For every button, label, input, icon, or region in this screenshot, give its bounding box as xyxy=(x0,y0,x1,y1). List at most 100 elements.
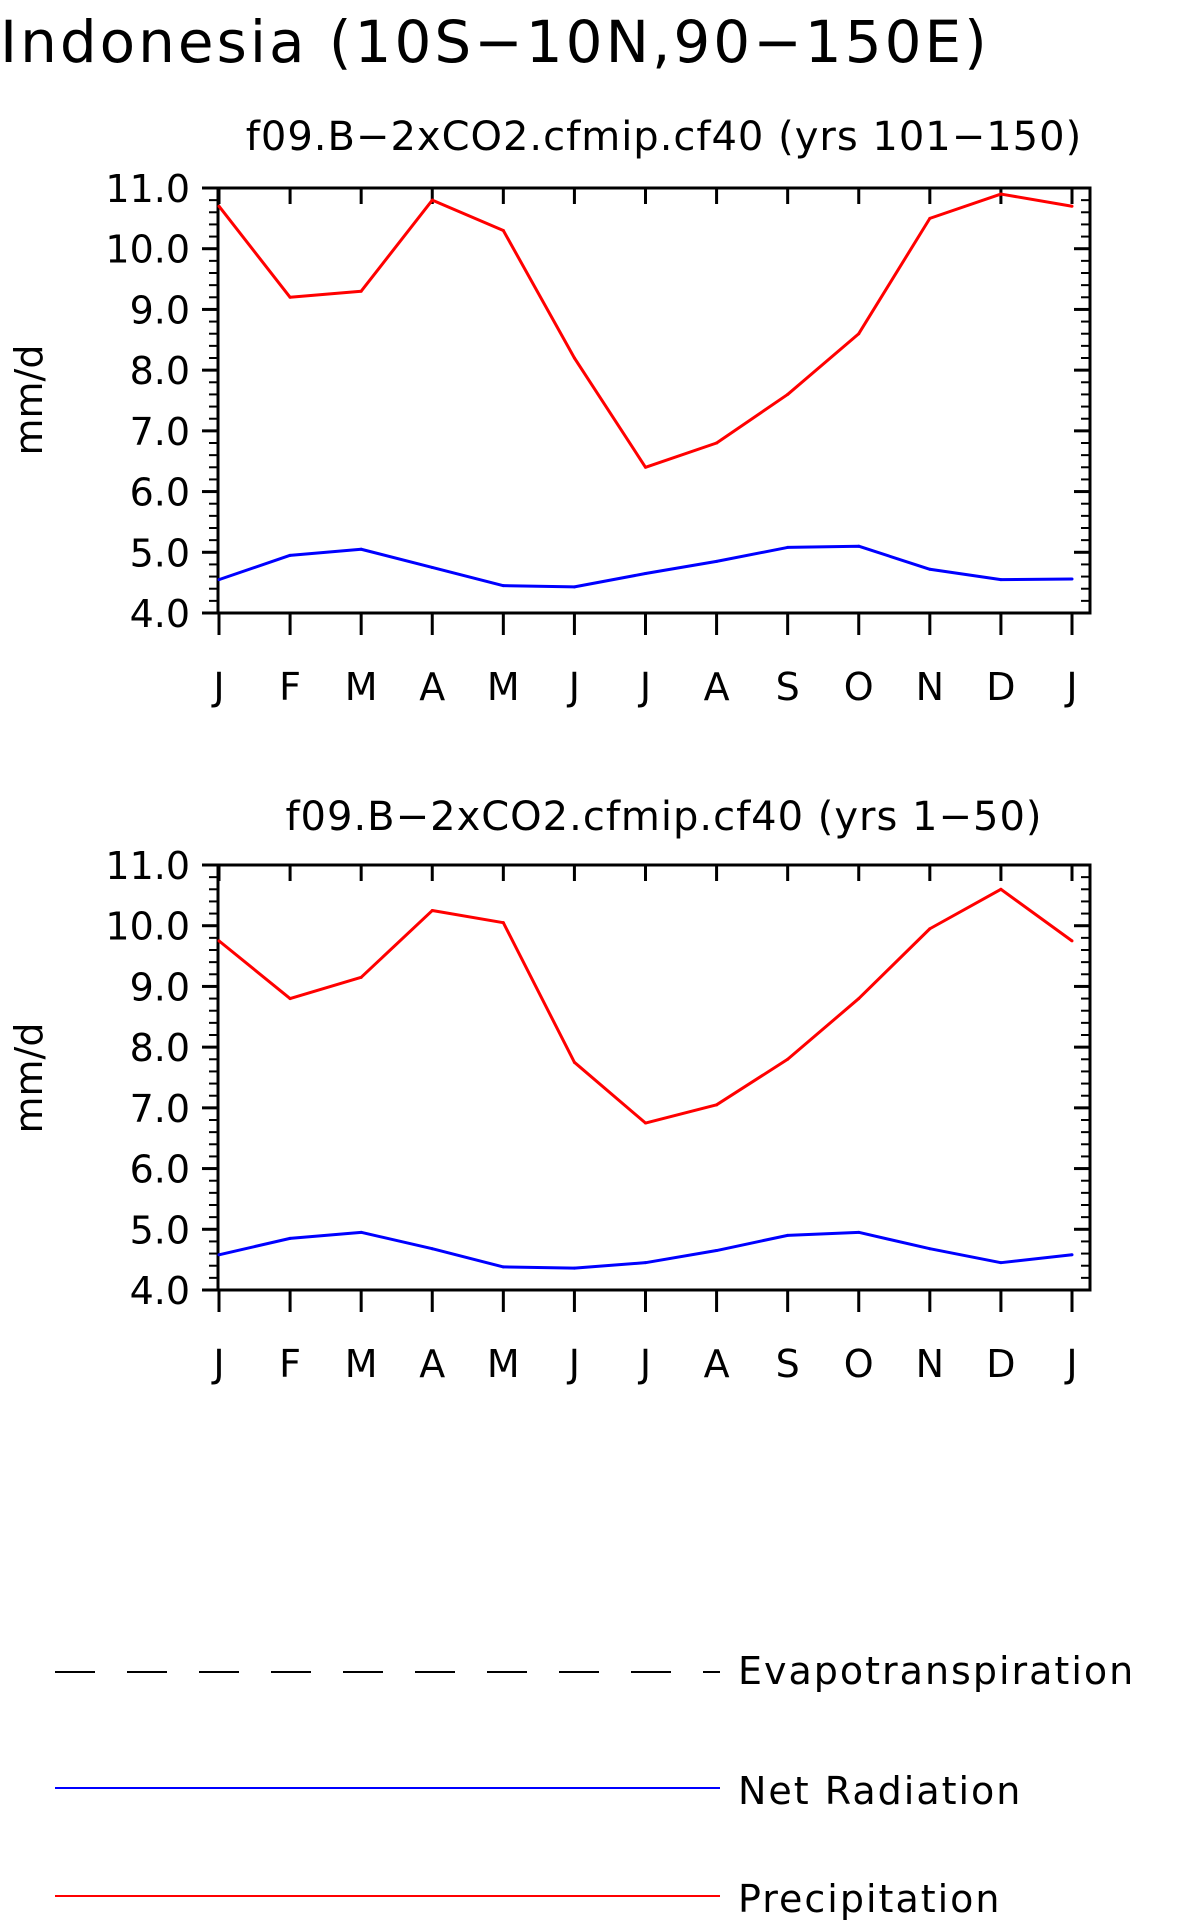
data-point-net-radiation xyxy=(1070,1253,1074,1257)
series-line-precipitation xyxy=(217,192,1073,469)
data-point-net-radiation xyxy=(786,1233,790,1237)
data-point-precipitation xyxy=(501,229,505,232)
y-tick-label: 10.0 xyxy=(105,905,190,949)
data-point-precipitation xyxy=(786,392,790,396)
data-point-net-radiation xyxy=(1070,577,1074,581)
y-tick-label: 8.0 xyxy=(130,1026,190,1070)
data-point-precipitation xyxy=(644,465,647,469)
data-point-precipitation xyxy=(1070,204,1074,208)
x-tick-label: A xyxy=(704,665,730,709)
x-tick-label: A xyxy=(704,1342,730,1386)
x-tick-label: J xyxy=(567,1342,580,1386)
chart-panel-yrs-101-150: f09.B−2xCO2.cfmip.cf40 (yrs 101−150) mm/d… xyxy=(7,114,1092,709)
data-point-precipitation xyxy=(572,1060,576,1064)
data-point-net-radiation xyxy=(999,578,1003,582)
data-point-precipitation xyxy=(715,441,719,445)
series-line-precipitation xyxy=(218,887,1073,1125)
y-axis-label: mm/d xyxy=(7,345,51,456)
x-tick-label: D xyxy=(986,665,1015,709)
data-point-net-radiation xyxy=(359,1230,363,1234)
data-point-precipitation xyxy=(715,1103,719,1107)
x-tick-label: A xyxy=(419,1342,445,1386)
x-tick-label: F xyxy=(279,665,301,709)
y-tick-label: 7.0 xyxy=(130,410,190,454)
data-point-precipitation xyxy=(786,1057,790,1061)
y-tick-label: 8.0 xyxy=(130,349,190,393)
data-point-net-radiation xyxy=(572,585,576,589)
legend-label-evapotranspiration: Evapotranspiration xyxy=(738,1649,1135,1693)
data-point-net-radiation xyxy=(430,565,434,569)
plot-frame xyxy=(216,863,1092,1292)
data-point-precipitation xyxy=(644,1121,647,1125)
data-point-precipitation xyxy=(1070,939,1074,943)
panel-title: f09.B−2xCO2.cfmip.cf40 (yrs 101−150) xyxy=(246,114,1082,160)
y-tick-label: 6.0 xyxy=(130,1148,190,1192)
x-tick-label: S xyxy=(776,665,800,709)
legend: Evapotranspiration Net Radiation Precipi… xyxy=(55,1649,1135,1921)
legend-label-net-radiation: Net Radiation xyxy=(738,1769,1022,1813)
y-tick-label: 11.0 xyxy=(105,844,190,888)
data-point-precipitation xyxy=(928,927,932,931)
x-tick-label: M xyxy=(487,665,520,709)
data-point-net-radiation xyxy=(644,572,647,576)
data-point-precipitation xyxy=(857,332,861,336)
data-point-precipitation xyxy=(430,198,434,202)
data-point-precipitation xyxy=(572,356,576,360)
y-tick-label: 11.0 xyxy=(105,167,190,211)
data-point-net-radiation xyxy=(786,545,790,549)
x-tick-label: A xyxy=(419,665,445,709)
data-point-net-radiation xyxy=(288,553,292,557)
y-tick-label: 10.0 xyxy=(105,228,190,272)
x-tick-label: J xyxy=(211,1342,224,1386)
data-point-net-radiation xyxy=(999,1261,1003,1265)
data-point-precipitation xyxy=(928,216,932,220)
data-point-net-radiation xyxy=(288,1236,292,1240)
series-line-net-radiation xyxy=(218,544,1073,589)
data-point-net-radiation xyxy=(572,1266,576,1270)
data-point-precipitation xyxy=(217,939,221,943)
y-tick-label: 5.0 xyxy=(130,531,190,575)
data-point-net-radiation xyxy=(501,1265,505,1269)
x-tick-label: J xyxy=(638,1342,651,1386)
figure-title: Indonesia (10S−10N,90−150E) xyxy=(0,8,990,76)
chart-panel-yrs-1-50: f09.B−2xCO2.cfmip.cf40 (yrs 1−50) mm/d 4.0… xyxy=(7,794,1092,1386)
data-point-net-radiation xyxy=(501,584,505,588)
data-point-net-radiation xyxy=(430,1247,434,1251)
y-tick-label: 4.0 xyxy=(130,1269,190,1313)
x-tick-label: M xyxy=(345,665,378,709)
x-tick-label: N xyxy=(916,665,944,709)
x-tick-label: O xyxy=(844,1342,874,1386)
legend-label-precipitation: Precipitation xyxy=(738,1877,1002,1921)
data-point-precipitation xyxy=(217,204,221,208)
x-tick-label: J xyxy=(638,665,651,709)
y-tick-label: 9.0 xyxy=(130,288,190,332)
data-point-net-radiation xyxy=(715,559,719,563)
data-point-precipitation xyxy=(999,192,1003,196)
data-point-precipitation xyxy=(288,997,292,1001)
data-point-precipitation xyxy=(999,887,1003,891)
data-point-precipitation xyxy=(288,295,292,299)
x-tick-label: F xyxy=(279,1342,301,1386)
y-tick-label: 6.0 xyxy=(130,471,190,515)
x-tick-label: J xyxy=(567,665,580,709)
data-point-net-radiation xyxy=(644,1261,647,1265)
x-tick-label: S xyxy=(776,1342,800,1386)
data-point-net-radiation xyxy=(928,1247,932,1251)
x-tick-label: M xyxy=(345,1342,378,1386)
x-tick-label: M xyxy=(487,1342,520,1386)
data-point-precipitation xyxy=(501,921,505,925)
y-tick-label: 5.0 xyxy=(130,1208,190,1252)
x-tick-label: J xyxy=(1064,665,1077,709)
data-point-net-radiation xyxy=(928,567,932,571)
x-tick-label: O xyxy=(844,665,874,709)
plot-frame xyxy=(216,186,1092,615)
data-point-net-radiation xyxy=(217,578,221,582)
data-point-precipitation xyxy=(359,975,363,979)
data-point-precipitation xyxy=(359,289,363,293)
data-point-net-radiation xyxy=(217,1253,221,1257)
data-point-net-radiation xyxy=(359,547,363,551)
x-tick-label: J xyxy=(211,665,224,709)
x-tick-label: J xyxy=(1064,1342,1077,1386)
data-point-precipitation xyxy=(857,997,861,1001)
